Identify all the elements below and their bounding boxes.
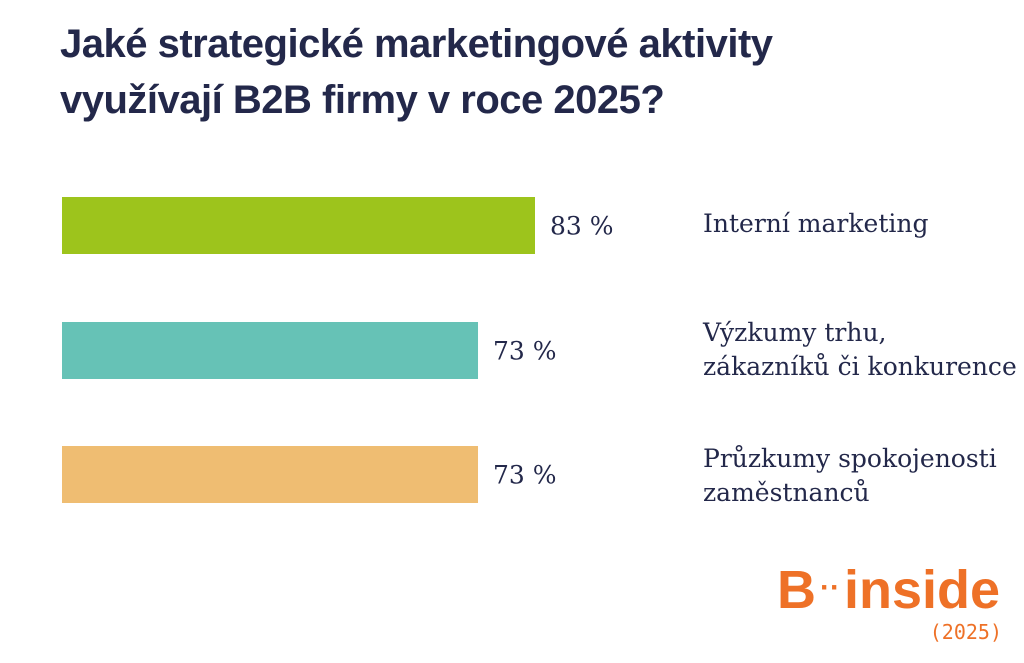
bar-label-3-line-1: Průzkumy spokojenosti — [703, 444, 997, 473]
bar-label-2: Výzkumy trhu, zákazníků či konkurence — [703, 316, 1017, 384]
logo-separator: ·· — [819, 570, 840, 604]
logo-year: (2025) — [929, 620, 1002, 644]
bar-label-2-line-2: zákazníků či konkurence — [703, 352, 1017, 381]
bar-3 — [62, 446, 479, 503]
bar-label-3-line-2: zaměstnanců — [703, 478, 870, 507]
bar-value-label-3: 73 % — [493, 461, 557, 490]
bar-label-2-line-1: Výzkumy trhu, — [703, 318, 887, 347]
chart-title-line-1: Jaké strategické marketingové aktivity — [60, 22, 773, 66]
bar-2 — [62, 322, 479, 379]
logo-letter: B — [776, 560, 816, 620]
logo-word: inside — [843, 560, 1000, 620]
bar-label-1-line-1: Interní marketing — [703, 209, 929, 238]
bar-label-3: Průzkumy spokojenosti zaměstnanců — [703, 442, 1003, 510]
bar-value-label-1: 83 % — [550, 212, 614, 241]
bar-value-label-2: 73 % — [493, 337, 557, 366]
bar-label-1: Interní marketing — [703, 207, 1003, 241]
chart-title-line-2: využívají B2B firmy v roce 2025? — [60, 78, 665, 122]
chart-title: Jaké strategické marketingové aktivity v… — [60, 16, 960, 128]
bar-1 — [62, 197, 535, 254]
brand-logo: B ··inside — [777, 560, 1000, 624]
